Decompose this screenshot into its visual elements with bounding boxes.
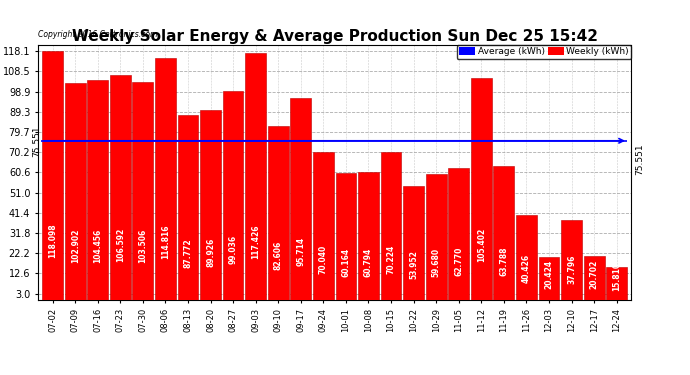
Text: 70.224: 70.224 bbox=[386, 244, 395, 274]
Text: 60.164: 60.164 bbox=[342, 248, 351, 277]
Bar bbox=[516, 215, 537, 300]
Text: 75.551: 75.551 bbox=[635, 143, 644, 174]
Text: 40.426: 40.426 bbox=[522, 254, 531, 283]
Bar bbox=[88, 80, 108, 300]
Title: Weekly Solar Energy & Average Production Sun Dec 25 15:42: Weekly Solar Energy & Average Production… bbox=[72, 29, 598, 44]
Text: 37.796: 37.796 bbox=[567, 255, 576, 284]
Legend: Average (kWh), Weekly (kWh): Average (kWh), Weekly (kWh) bbox=[457, 45, 631, 58]
Text: 89.926: 89.926 bbox=[206, 238, 215, 267]
Text: 95.714: 95.714 bbox=[296, 236, 305, 266]
Text: 118.098: 118.098 bbox=[48, 224, 57, 258]
Bar bbox=[448, 168, 469, 300]
Bar bbox=[607, 267, 627, 300]
Bar bbox=[246, 53, 266, 300]
Text: 75.551: 75.551 bbox=[32, 125, 41, 157]
Text: Copyright 2016 Cartronics.com: Copyright 2016 Cartronics.com bbox=[38, 30, 157, 39]
Bar bbox=[42, 51, 63, 300]
Text: 82.606: 82.606 bbox=[274, 240, 283, 270]
Bar bbox=[403, 186, 424, 300]
Bar bbox=[290, 98, 311, 300]
Bar bbox=[426, 174, 446, 300]
Bar bbox=[584, 256, 604, 300]
Bar bbox=[268, 126, 288, 300]
Bar bbox=[561, 220, 582, 300]
Text: 117.426: 117.426 bbox=[251, 224, 260, 259]
Bar bbox=[381, 152, 402, 300]
Bar bbox=[471, 78, 492, 300]
Text: 114.816: 114.816 bbox=[161, 225, 170, 260]
Text: 63.788: 63.788 bbox=[500, 246, 509, 276]
Text: 15.810: 15.810 bbox=[612, 262, 621, 291]
Bar bbox=[358, 172, 379, 300]
Text: 106.592: 106.592 bbox=[116, 228, 125, 262]
Text: 70.040: 70.040 bbox=[319, 244, 328, 274]
Bar bbox=[65, 83, 86, 300]
Bar bbox=[335, 173, 356, 300]
Text: 104.456: 104.456 bbox=[93, 228, 102, 263]
Text: 103.506: 103.506 bbox=[139, 229, 148, 263]
Text: 59.680: 59.680 bbox=[432, 248, 441, 277]
Bar bbox=[313, 152, 334, 300]
Text: 20.702: 20.702 bbox=[590, 260, 599, 289]
Bar bbox=[539, 257, 560, 300]
Bar bbox=[110, 75, 130, 300]
Text: 102.902: 102.902 bbox=[70, 229, 79, 263]
Bar bbox=[132, 82, 153, 300]
Text: 87.772: 87.772 bbox=[184, 238, 193, 268]
Text: 99.036: 99.036 bbox=[228, 236, 237, 264]
Text: 105.402: 105.402 bbox=[477, 228, 486, 262]
Bar bbox=[223, 91, 244, 300]
Text: 60.794: 60.794 bbox=[364, 248, 373, 277]
Text: 62.770: 62.770 bbox=[454, 247, 463, 276]
Text: 53.952: 53.952 bbox=[409, 250, 418, 279]
Bar bbox=[200, 111, 221, 300]
Bar bbox=[155, 58, 176, 300]
Bar bbox=[177, 115, 198, 300]
Text: 20.424: 20.424 bbox=[544, 260, 553, 290]
Bar bbox=[493, 166, 514, 300]
